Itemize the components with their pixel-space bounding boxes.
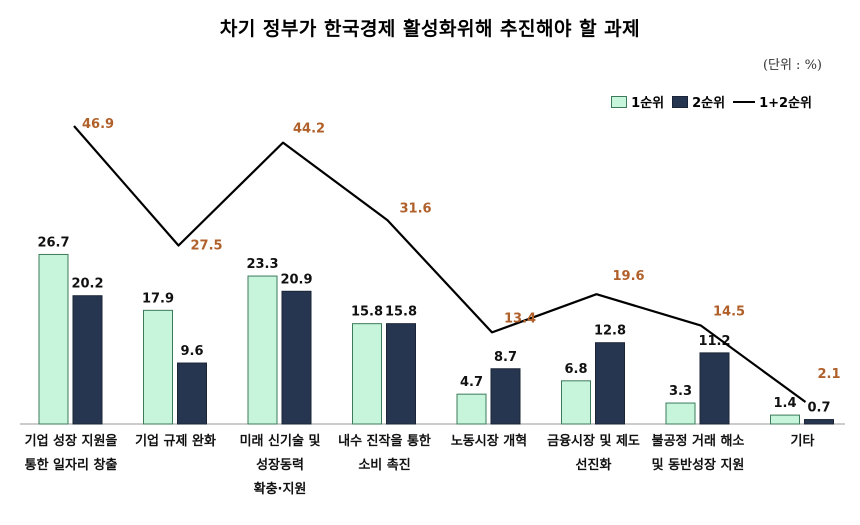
legend-label-first: 1순위	[631, 96, 665, 111]
bar-first-1	[143, 309, 173, 425]
bar-first-5	[561, 380, 591, 425]
legend-swatch-second	[672, 95, 689, 108]
category-label-1: 기업 규제 완화	[135, 434, 216, 449]
legend-item-second: 2순위	[672, 92, 725, 111]
label-total-5: 19.6	[613, 269, 645, 284]
bar-second-0	[72, 295, 103, 425]
label-first-6: 3.3	[669, 384, 692, 399]
label-second-4: 8.7	[494, 350, 517, 365]
category-label-5: 금융시장 및 제도 선진화	[547, 434, 640, 473]
bar-second-2	[281, 290, 312, 425]
label-first-5: 6.8	[564, 362, 587, 377]
label-first-0: 26.7	[37, 235, 69, 250]
category-label-2: 미래 신기술 및 성장동력 확충·지원	[239, 434, 321, 497]
label-total-4: 13.4	[504, 311, 536, 326]
label-second-6: 11.2	[698, 334, 730, 349]
label-second-3: 15.8	[385, 305, 417, 320]
line-total	[73, 125, 807, 403]
label-second-2: 20.9	[280, 272, 312, 287]
category-label-4: 노동시장 개혁	[450, 434, 528, 449]
label-total-7: 2.1	[818, 367, 841, 382]
label-first-4: 4.7	[460, 375, 483, 390]
bar-second-4	[490, 368, 521, 425]
bar-second-6	[699, 352, 730, 425]
bar-second-7	[804, 419, 834, 425]
label-first-1: 17.9	[142, 291, 174, 306]
label-total-6: 14.5	[713, 305, 745, 320]
bar-first-4	[456, 393, 487, 425]
legend: 1순위 2순위 1+2순위	[611, 92, 812, 111]
category-label-0: 기업 성장 지원을 통한 일자리 창출	[24, 434, 118, 473]
label-first-2: 23.3	[246, 257, 278, 272]
legend-item-total: 1+2순위	[733, 92, 812, 111]
label-total-3: 31.6	[400, 201, 432, 216]
legend-swatch-first	[611, 95, 628, 108]
bar-first-0	[38, 253, 69, 425]
legend-swatch-total	[733, 100, 756, 103]
label-second-5: 12.8	[594, 324, 626, 339]
label-second-1: 9.6	[180, 344, 203, 359]
legend-item-first: 1순위	[611, 92, 664, 111]
legend-label-total: 1+2순위	[759, 96, 812, 111]
label-total-1: 27.5	[191, 239, 223, 254]
category-label-3: 내수 진작을 통한 소비 촉진	[338, 434, 431, 473]
label-second-0: 20.2	[71, 277, 103, 292]
bar-first-2	[247, 275, 278, 425]
bar-first-3	[352, 323, 382, 425]
label-second-7: 0.7	[807, 401, 830, 416]
bar-first-6	[665, 402, 696, 425]
chart-title: 차기 정부가 한국경제 활성화위해 추진해야 할 과제	[219, 18, 641, 40]
label-total-0: 46.9	[82, 117, 114, 132]
bar-first-7	[770, 414, 800, 425]
category-label-6: 불공정 거래 해소 및 동반성장 지원	[651, 434, 745, 473]
legend-label-second: 2순위	[692, 96, 726, 111]
category-label-7: 기타	[790, 434, 815, 449]
label-first-7: 1.4	[773, 396, 796, 411]
bar-second-3	[386, 323, 416, 425]
label-first-3: 15.8	[351, 305, 383, 320]
bar-second-1	[177, 362, 207, 425]
unit-note: (단위 : %)	[762, 58, 822, 73]
bar-second-5	[595, 342, 625, 425]
label-total-2: 44.2	[293, 122, 325, 137]
